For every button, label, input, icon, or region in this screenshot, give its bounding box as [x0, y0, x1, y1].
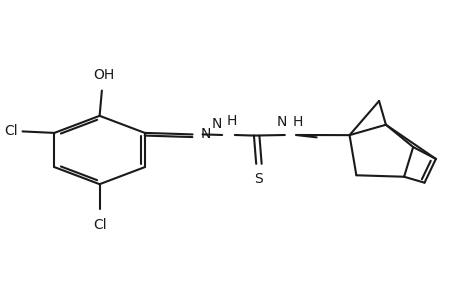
Text: S: S — [254, 172, 263, 186]
Text: H: H — [226, 115, 236, 128]
Text: Cl: Cl — [4, 124, 18, 138]
Text: N: N — [200, 127, 211, 141]
Text: Cl: Cl — [93, 218, 106, 232]
Text: N: N — [211, 117, 222, 131]
Text: H: H — [292, 115, 303, 129]
Text: OH: OH — [93, 68, 115, 82]
Text: N: N — [276, 115, 286, 129]
